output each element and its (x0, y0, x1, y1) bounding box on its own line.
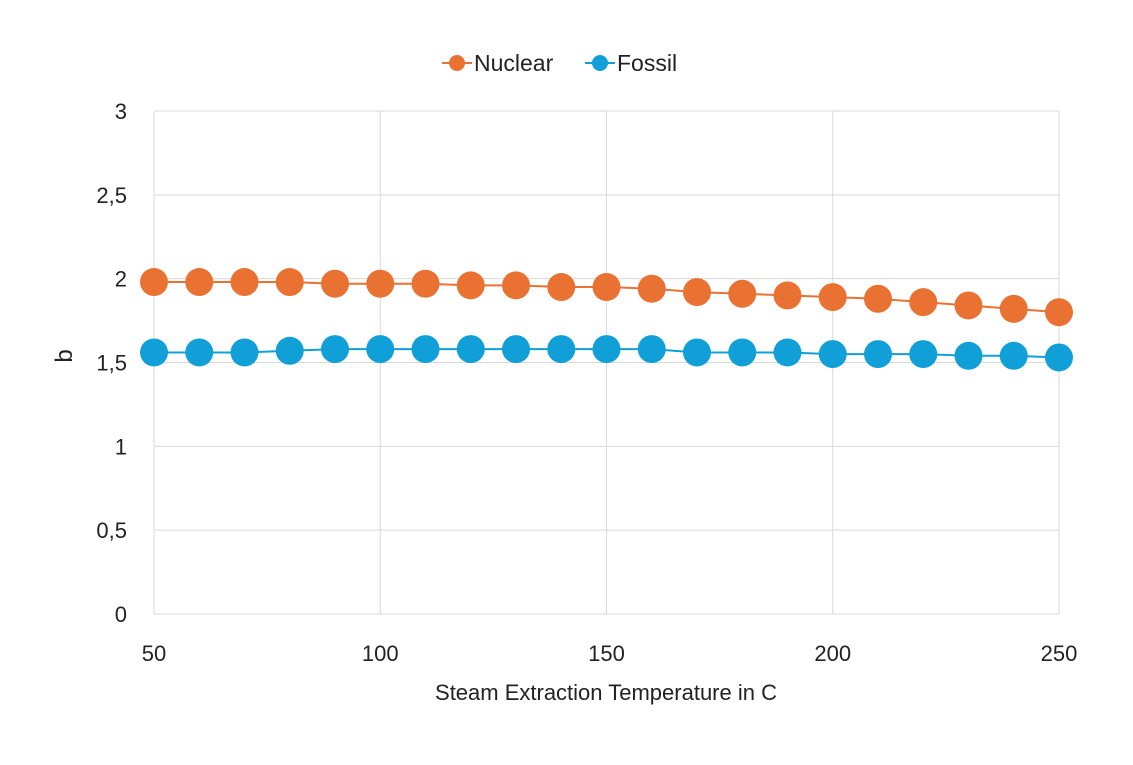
y-tick-label: 2,5 (96, 183, 127, 208)
data-point-fossil (592, 335, 621, 364)
data-point-fossil (456, 335, 485, 364)
y-axis-label: b (51, 349, 78, 362)
legend-label-nuclear: Nuclear (474, 50, 554, 76)
legend-label-fossil: Fossil (617, 50, 677, 76)
data-point-fossil (321, 335, 349, 364)
data-point-fossil (547, 335, 576, 364)
data-point-fossil (140, 338, 168, 367)
x-tick-label: 150 (588, 641, 625, 666)
data-point-fossil (230, 338, 259, 367)
data-point-nuclear (547, 273, 576, 302)
data-point-nuclear (999, 294, 1028, 323)
data-point-fossil (185, 338, 214, 367)
data-point-nuclear (321, 269, 349, 298)
x-axis-label: Steam Extraction Temperature in C (435, 680, 777, 705)
y-tick-label: 2 (115, 267, 127, 292)
data-point-nuclear (637, 274, 666, 303)
data-point-fossil (954, 341, 983, 370)
data-point-fossil (366, 335, 395, 364)
data-point-fossil (1045, 343, 1073, 372)
x-tick-label: 250 (1041, 641, 1078, 666)
data-point-fossil (909, 340, 938, 369)
data-point-nuclear (773, 281, 802, 310)
data-point-fossil (275, 336, 304, 365)
data-point-nuclear (818, 283, 847, 312)
data-point-nuclear (592, 273, 621, 302)
tick-labels: 0 0,5 1 1,5 2 2,5 3 50 100 150 200 250 (96, 99, 1077, 666)
y-tick-label: 0,5 (96, 518, 127, 543)
data-point-nuclear (954, 291, 983, 320)
data-point-fossil (864, 340, 892, 369)
data-point-nuclear (456, 271, 485, 300)
data-point-nuclear (502, 271, 530, 300)
x-tick-label: 50 (142, 641, 166, 666)
data-point-fossil (818, 340, 847, 369)
data-point-nuclear (864, 284, 892, 313)
series-group (140, 268, 1073, 372)
data-point-nuclear (1045, 298, 1073, 327)
data-point-nuclear (366, 269, 395, 298)
legend-marker-nuclear (449, 55, 465, 71)
legend: Nuclear Fossil (442, 50, 677, 76)
legend-marker-fossil (592, 55, 608, 71)
data-point-fossil (411, 335, 440, 364)
data-point-nuclear (185, 268, 214, 297)
data-point-nuclear (275, 268, 304, 297)
data-point-nuclear (411, 269, 440, 298)
y-tick-label: 1 (115, 434, 127, 459)
data-point-fossil (683, 338, 711, 367)
data-point-nuclear (140, 268, 168, 297)
x-tick-label: 200 (814, 641, 851, 666)
data-point-nuclear (683, 278, 711, 307)
y-tick-label: 3 (115, 99, 127, 124)
data-point-nuclear (909, 288, 938, 317)
data-point-fossil (502, 335, 530, 364)
data-point-nuclear (230, 268, 259, 297)
data-point-fossil (773, 338, 802, 367)
data-point-fossil (728, 338, 757, 367)
data-point-nuclear (728, 279, 757, 308)
y-tick-label: 0 (115, 602, 127, 627)
data-point-fossil (637, 335, 666, 364)
data-point-fossil (999, 341, 1028, 370)
y-tick-label: 1,5 (96, 351, 127, 376)
x-tick-label: 100 (362, 641, 399, 666)
